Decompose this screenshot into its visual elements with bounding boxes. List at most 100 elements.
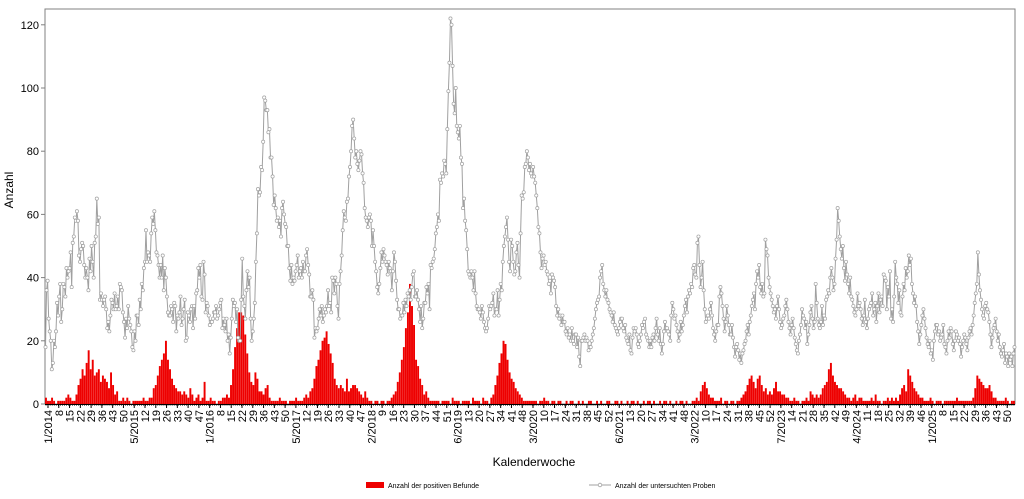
- line-point: [339, 253, 344, 258]
- bar: [701, 385, 704, 404]
- x-tick-label: 45: [593, 410, 605, 422]
- line-point: [452, 111, 457, 116]
- line-point: [912, 300, 916, 305]
- line-point: [336, 316, 341, 321]
- line-point: [330, 275, 335, 280]
- line-point: [839, 256, 844, 261]
- bar: [333, 378, 336, 404]
- line-point: [445, 127, 450, 132]
- x-tick-label: 14: [787, 410, 799, 422]
- x-tick-label: 19: [151, 410, 163, 422]
- line-point: [814, 300, 819, 305]
- line-point: [586, 348, 591, 353]
- bar: [724, 400, 727, 404]
- line-point: [611, 310, 616, 315]
- line-point: [895, 281, 900, 286]
- line-point: [400, 313, 405, 318]
- x-tick-label: 10: [539, 410, 551, 422]
- line-point: [161, 288, 166, 293]
- line-point: [736, 348, 741, 353]
- x-tick-label: 33: [172, 410, 184, 422]
- bar: [714, 400, 716, 404]
- bar: [97, 369, 100, 404]
- line-point: [708, 307, 712, 312]
- line-point: [93, 234, 98, 239]
- line-point: [282, 212, 287, 217]
- line-point: [86, 288, 91, 293]
- line-point: [862, 297, 867, 302]
- line-point: [760, 281, 765, 286]
- bar: [951, 400, 954, 404]
- x-tick-label: 50: [118, 410, 130, 422]
- line-point: [627, 332, 632, 337]
- line-point: [705, 313, 710, 318]
- bar: [980, 381, 983, 404]
- bar: [504, 343, 507, 404]
- line-point: [922, 316, 927, 321]
- line-point: [843, 278, 847, 283]
- line-point: [791, 326, 796, 331]
- line-point: [435, 212, 440, 217]
- line-point: [180, 316, 185, 321]
- line-point: [234, 319, 238, 324]
- line-point: [728, 332, 733, 337]
- line-point: [469, 269, 474, 274]
- bar: [209, 397, 212, 404]
- line-point: [671, 307, 676, 312]
- line-point: [789, 323, 794, 327]
- bar: [126, 397, 129, 404]
- bar: [400, 359, 403, 404]
- line-point: [279, 234, 283, 239]
- bar: [386, 400, 389, 404]
- line-point: [800, 307, 805, 312]
- line-point: [588, 345, 593, 350]
- bar: [443, 400, 446, 404]
- line-point: [283, 221, 288, 226]
- line-point: [473, 291, 478, 296]
- line-point: [293, 269, 298, 274]
- line-point: [317, 307, 322, 312]
- line-point: [242, 304, 247, 308]
- bar: [366, 397, 369, 404]
- line-point: [224, 316, 229, 321]
- line-point: [361, 180, 366, 185]
- bar: [844, 394, 847, 404]
- line-point: [360, 171, 365, 176]
- bar: [99, 381, 102, 404]
- line-point: [712, 332, 717, 337]
- bar: [256, 378, 259, 404]
- bar: [750, 375, 753, 404]
- line-point: [972, 300, 977, 305]
- line-point: [425, 291, 430, 296]
- line-point: [236, 335, 241, 340]
- line-point: [847, 291, 852, 296]
- bar: [998, 400, 1001, 404]
- bar: [716, 400, 718, 404]
- line-point: [95, 221, 100, 226]
- line-point: [386, 259, 391, 264]
- line-point: [953, 329, 958, 334]
- line-point: [848, 275, 853, 280]
- line-point: [335, 304, 340, 308]
- bar: [236, 328, 239, 404]
- bar: [569, 400, 572, 404]
- bar: [272, 400, 275, 404]
- bar: [299, 400, 302, 404]
- bar: [884, 400, 887, 404]
- bar: [476, 400, 479, 404]
- bar: [929, 397, 932, 404]
- line-point: [882, 275, 887, 280]
- line-point: [413, 294, 418, 299]
- x-tick-label: 31: [733, 410, 745, 422]
- bar: [982, 385, 985, 404]
- line-point: [235, 307, 239, 312]
- line-point: [987, 319, 992, 324]
- line-point: [905, 269, 910, 274]
- line-point: [112, 291, 117, 296]
- line-point: [296, 275, 301, 280]
- bar: [179, 391, 182, 404]
- line-point: [1012, 345, 1017, 350]
- line-point: [823, 316, 828, 321]
- line-point: [702, 307, 707, 312]
- line-point: [931, 338, 936, 343]
